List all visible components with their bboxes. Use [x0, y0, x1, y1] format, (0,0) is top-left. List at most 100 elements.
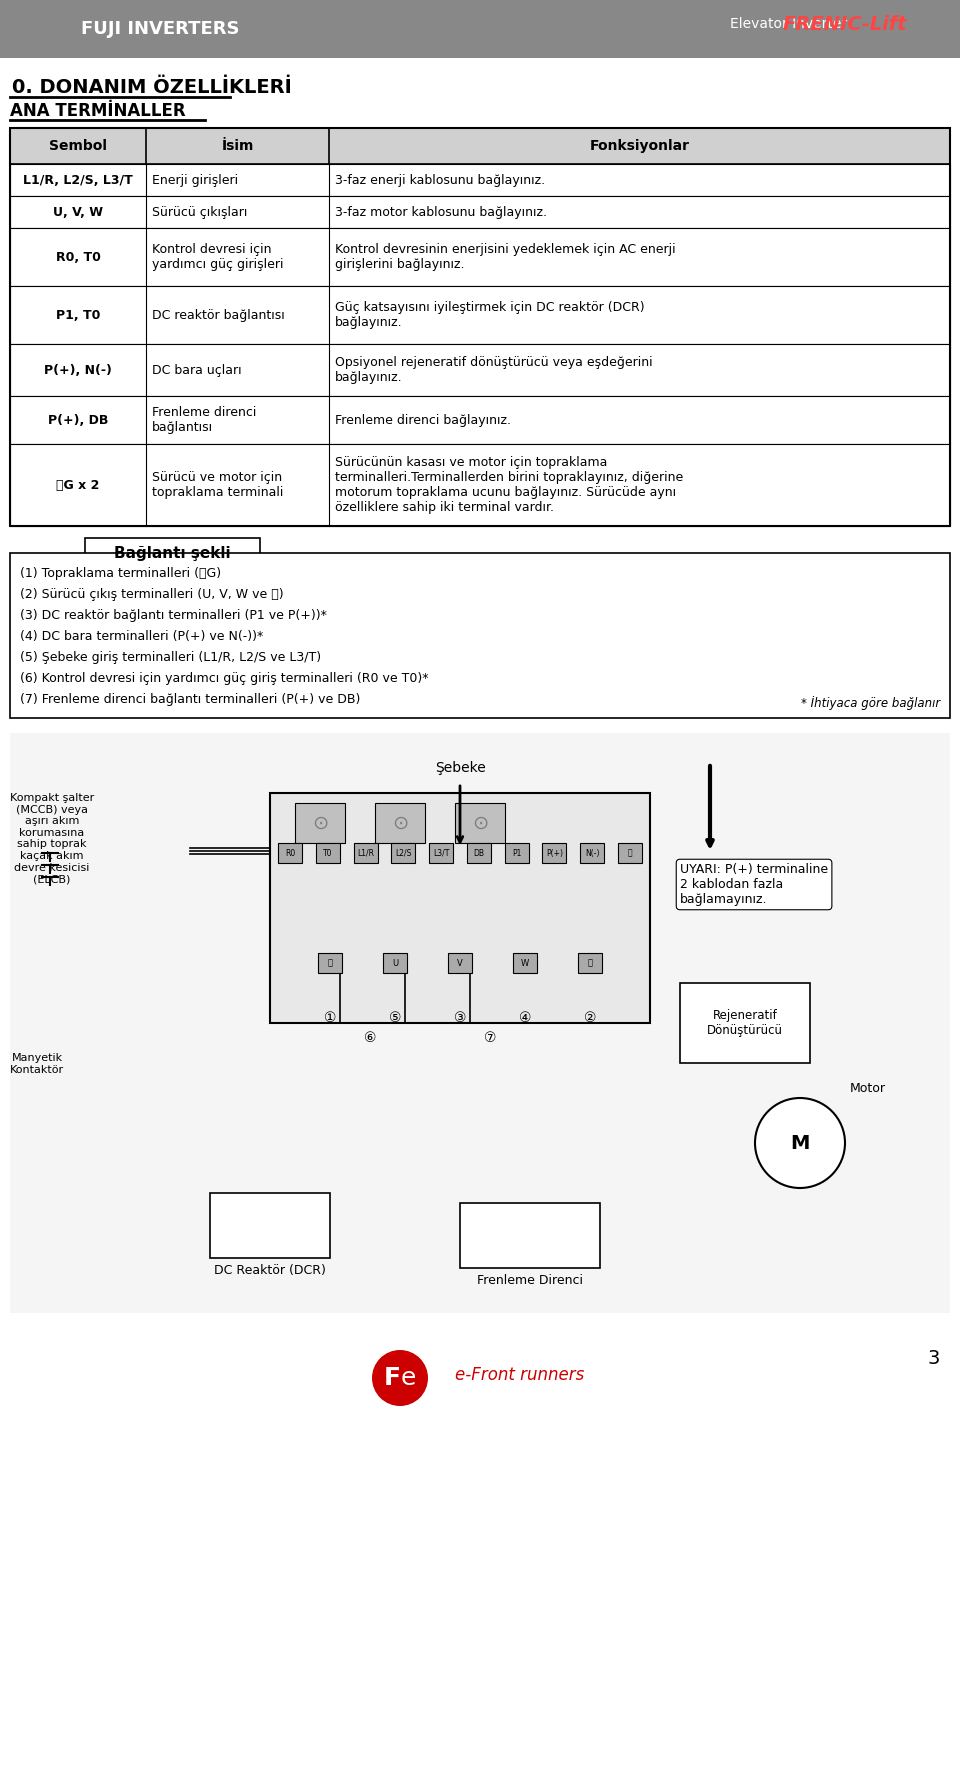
Bar — [392, 843, 416, 862]
Text: N(-): N(-) — [585, 848, 599, 857]
Bar — [318, 953, 342, 973]
Text: (5) Şebeke giriş terminalleri (L1/R, L2/S ve L3/T): (5) Şebeke giriş terminalleri (L1/R, L2/… — [20, 650, 322, 663]
Bar — [513, 953, 537, 973]
Bar — [448, 953, 472, 973]
Text: 0. DONANIM ÖZELLİKLERİ: 0. DONANIM ÖZELLİKLERİ — [12, 78, 292, 96]
Text: P1, T0: P1, T0 — [56, 308, 100, 321]
Text: Kompakt şalter
(MCCB) veya
aşırı akım
korumasına
sahip toprak
kaçak akım
devre k: Kompakt şalter (MCCB) veya aşırı akım ko… — [10, 793, 94, 884]
Text: T0: T0 — [323, 848, 332, 857]
Text: Sürücü ve motor için
topraklama terminali: Sürücü ve motor için topraklama terminal… — [152, 470, 283, 499]
Text: ⑦: ⑦ — [484, 1032, 496, 1044]
Bar — [542, 843, 566, 862]
Bar — [10, 164, 950, 196]
Text: Şebeke: Şebeke — [435, 761, 486, 775]
Bar — [467, 843, 491, 862]
Bar — [278, 843, 302, 862]
Text: DB: DB — [473, 848, 485, 857]
Text: R0: R0 — [285, 848, 295, 857]
Text: Frenleme direnci
bağlantısı: Frenleme direnci bağlantısı — [152, 406, 256, 435]
Text: ⊙: ⊙ — [392, 814, 408, 832]
Text: U: U — [392, 959, 398, 968]
Text: ⑤: ⑤ — [389, 1010, 401, 1025]
Text: V: V — [457, 959, 463, 968]
Text: Rejeneratif
Dönüştürücü: Rejeneratif Dönüştürücü — [707, 1009, 783, 1037]
Bar — [10, 344, 950, 396]
Bar — [210, 1192, 330, 1258]
Text: (3) DC reaktör bağlantı terminalleri (P1 ve P(+))*: (3) DC reaktör bağlantı terminalleri (P1… — [20, 608, 326, 622]
Circle shape — [755, 1098, 845, 1189]
Text: (1) Topraklama terminalleri (⏚G): (1) Topraklama terminalleri (⏚G) — [20, 567, 221, 579]
Text: ⑥: ⑥ — [364, 1032, 376, 1044]
Bar — [580, 843, 604, 862]
Text: ANA TERMİNALLER: ANA TERMİNALLER — [10, 102, 185, 119]
Text: Sürücü çıkışları: Sürücü çıkışları — [152, 205, 248, 219]
Text: L2/S: L2/S — [396, 848, 412, 857]
Text: FUJI INVERTERS: FUJI INVERTERS — [81, 20, 239, 37]
Text: ⏚G x 2: ⏚G x 2 — [57, 479, 100, 492]
Circle shape — [372, 1351, 428, 1406]
Text: P(+), N(-): P(+), N(-) — [44, 364, 112, 376]
Bar — [10, 444, 950, 526]
Bar — [10, 396, 950, 444]
Bar — [375, 804, 425, 843]
Text: R0, T0: R0, T0 — [56, 251, 101, 264]
Bar — [10, 285, 950, 344]
Text: (7) Frenleme direnci bağlantı terminalleri (P(+) ve DB): (7) Frenleme direnci bağlantı terminalle… — [20, 693, 360, 706]
Text: (2) Sürücü çıkış terminalleri (U, V, W ve ⏚): (2) Sürücü çıkış terminalleri (U, V, W v… — [20, 588, 283, 601]
Text: ⏚: ⏚ — [588, 959, 592, 968]
Text: Kontrol devresinin enerjisini yedeklemek için AC enerji
girişlerini bağlayınız.: Kontrol devresinin enerjisini yedeklemek… — [335, 242, 676, 271]
Bar — [680, 984, 810, 1064]
Text: Frenleme Direnci: Frenleme Direnci — [477, 1274, 583, 1287]
Bar — [10, 228, 950, 285]
Text: 3-faz enerji kablosunu bağlayınız.: 3-faz enerji kablosunu bağlayınız. — [335, 173, 545, 187]
Text: DC reaktör bağlantısı: DC reaktör bağlantısı — [152, 308, 285, 321]
Text: Sembol: Sembol — [49, 139, 107, 153]
Text: L3/T: L3/T — [433, 848, 449, 857]
Bar — [460, 1203, 600, 1269]
Text: * İhtiyaca göre bağlanır: * İhtiyaca göre bağlanır — [801, 697, 940, 709]
Bar — [0, 0, 960, 59]
Text: FRENIC-Lift: FRENIC-Lift — [782, 14, 907, 34]
Text: Frenleme direnci bağlayınız.: Frenleme direnci bağlayınız. — [335, 413, 511, 426]
Text: (6) Kontrol devresi için yardımcı güç giriş terminalleri (R0 ve T0)*: (6) Kontrol devresi için yardımcı güç gi… — [20, 672, 428, 684]
Text: Sürücünün kasası ve motor için topraklama
terminalleri.Terminallerden birini top: Sürücünün kasası ve motor için topraklam… — [335, 456, 684, 513]
Text: P1: P1 — [512, 848, 521, 857]
Bar — [353, 843, 377, 862]
Text: Fonksiyonlar: Fonksiyonlar — [589, 139, 689, 153]
Text: (4) DC bara terminalleri (P(+) ve N(-))*: (4) DC bara terminalleri (P(+) ve N(-))* — [20, 629, 263, 643]
Text: Opsiyonel rejeneratif dönüştürücü veya eşdeğerini
bağlayınız.: Opsiyonel rejeneratif dönüştürücü veya e… — [335, 356, 653, 383]
Bar — [10, 128, 950, 526]
Bar — [618, 843, 642, 862]
Text: L1/R, L2/S, L3/T: L1/R, L2/S, L3/T — [23, 173, 132, 187]
Text: ⊙: ⊙ — [312, 814, 328, 832]
Text: ④: ④ — [518, 1010, 531, 1025]
Text: Manyetik
Kontaktör: Manyetik Kontaktör — [10, 1053, 64, 1075]
Text: ⏚: ⏚ — [327, 959, 332, 968]
Text: Motor: Motor — [850, 1082, 886, 1094]
Text: P(+): P(+) — [546, 848, 563, 857]
Text: M: M — [790, 1133, 809, 1153]
Text: ⏚: ⏚ — [628, 848, 633, 857]
Text: e: e — [400, 1367, 416, 1390]
Text: P(+), DB: P(+), DB — [48, 413, 108, 426]
Bar — [10, 128, 950, 164]
Bar — [383, 953, 407, 973]
Text: ①: ① — [324, 1010, 336, 1025]
Bar — [578, 953, 602, 973]
Text: Güç katsayısını iyileştirmek için DC reaktör (DCR)
bağlayınız.: Güç katsayısını iyileştirmek için DC rea… — [335, 301, 644, 330]
Text: Enerji girişleri: Enerji girişleri — [152, 173, 238, 187]
Bar — [455, 804, 505, 843]
Text: 3: 3 — [927, 1349, 940, 1367]
Text: Elevator Inverter: Elevator Inverter — [730, 18, 847, 30]
Bar — [316, 843, 340, 862]
Text: F: F — [383, 1367, 400, 1390]
Bar — [85, 538, 260, 568]
Text: ②: ② — [584, 1010, 596, 1025]
Bar — [10, 552, 950, 718]
Text: 3-faz motor kablosunu bağlayınız.: 3-faz motor kablosunu bağlayınız. — [335, 205, 547, 219]
Bar — [295, 804, 345, 843]
Text: İsim: İsim — [222, 139, 253, 153]
Text: Bağlantı şekli: Bağlantı şekli — [114, 545, 230, 561]
Bar — [10, 732, 950, 1313]
Text: U, V, W: U, V, W — [53, 205, 103, 219]
